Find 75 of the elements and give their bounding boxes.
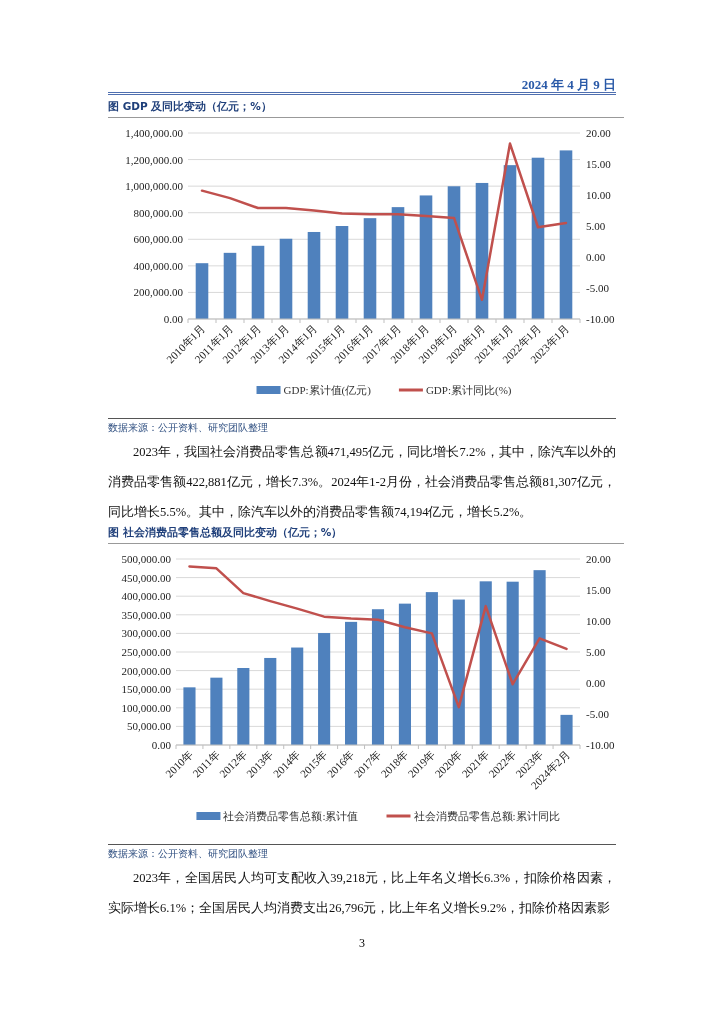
bar xyxy=(531,157,545,319)
legend-label: GDP:累计同比(%) xyxy=(425,384,512,397)
bar xyxy=(425,592,438,745)
y2-tick-label: 5.00 xyxy=(586,220,606,232)
legend-label: 社会消费品零售总额:累计值 xyxy=(223,810,359,822)
bar xyxy=(223,252,237,319)
y2-tick-label: 15.00 xyxy=(586,158,612,170)
bar xyxy=(533,570,546,745)
text: 2023年，我国社会消费品零售总额471,495亿元，同比增长7.2%，其中，除汽车以外的消费品零售额422,881亿元，增长7.3%。2024年1-2月份，社会消费品零售总额81,307亿元，同比增长5.5%。其中，除汽车以外的消费品零售额74,194亿元，增长5.2%。 xyxy=(108,445,616,519)
y-tick-label: 200,000.00 xyxy=(121,664,172,677)
y-tick-label: 450,000.00 xyxy=(121,571,172,584)
y-tick-label: 800,000.00 xyxy=(133,206,184,219)
bar xyxy=(371,609,385,745)
bar xyxy=(318,633,331,745)
y-tick-label: 0.00 xyxy=(163,313,184,325)
y-tick-label: 1,400,000.00 xyxy=(125,127,184,139)
bar xyxy=(506,581,519,745)
y-tick-label: 600,000.00 xyxy=(133,233,184,246)
y2-tick-label: 15.00 xyxy=(586,584,612,596)
text: 2024 年 4 月 9 日 xyxy=(521,76,616,94)
y2-tick-label: 10.00 xyxy=(586,615,612,627)
y2-tick-label: -5.00 xyxy=(586,708,610,720)
bar xyxy=(447,186,461,319)
y2-tick-label: 20.00 xyxy=(586,553,612,565)
y-tick-label: 1,000,000.00 xyxy=(125,180,184,193)
y-tick-label: 350,000.00 xyxy=(121,608,172,621)
y2-tick-label: 5.00 xyxy=(586,646,606,658)
bar xyxy=(237,668,250,745)
y-tick-label: 50,000.00 xyxy=(127,720,172,733)
bar xyxy=(291,647,304,745)
bar xyxy=(560,714,573,745)
y-tick-label: 100,000.00 xyxy=(121,701,172,714)
y2-tick-label: -10.00 xyxy=(586,739,615,751)
bar xyxy=(345,621,358,745)
source-note: 数据来源：公开资料、研究团队整理 xyxy=(108,418,616,435)
bar xyxy=(264,657,277,745)
y-tick-label: 150,000.00 xyxy=(121,683,172,696)
chart-title: 图 GDP 及同比变动（亿元；%） xyxy=(108,100,624,118)
y-tick-label: 400,000.00 xyxy=(121,590,172,603)
bar xyxy=(419,195,433,319)
y2-tick-label: 0.00 xyxy=(586,251,606,263)
y-tick-label: 500,000.00 xyxy=(121,553,172,565)
legend-label: 社会消费品零售总额:累计同比 xyxy=(413,810,560,822)
line-series xyxy=(188,565,568,709)
y2-tick-label: -10.00 xyxy=(586,313,615,325)
y2-tick-label: -5.00 xyxy=(586,282,610,294)
chart-title: 图 社会消费品零售总额及同比变动（亿元；%） xyxy=(108,526,624,544)
bar xyxy=(559,150,573,319)
bar xyxy=(391,207,405,319)
y-tick-label: 0.00 xyxy=(151,739,172,751)
y2-tick-label: 20.00 xyxy=(586,127,612,139)
bar xyxy=(363,218,377,319)
y-tick-label: 300,000.00 xyxy=(121,627,172,640)
y2-tick-label: 10.00 xyxy=(586,189,612,201)
bar xyxy=(183,687,196,745)
y2-tick-label: 0.00 xyxy=(586,677,606,689)
bar xyxy=(479,581,492,745)
y-tick-label: 250,000.00 xyxy=(121,646,172,658)
bar xyxy=(503,165,517,319)
y-tick-label: 400,000.00 xyxy=(133,259,184,272)
bar xyxy=(398,603,411,745)
bar xyxy=(452,599,465,745)
bar xyxy=(335,226,349,319)
text: 2023年，全国居民人均可支配收入39,218元，比上年名义增长6.3%，扣除价格因素，实际增长6.1%；全国居民人均消费支出26,796元，比上年名义增长9.2%，扣除价格因素影 xyxy=(108,871,616,915)
legend-label: GDP:累计值(亿元) xyxy=(283,384,372,397)
y-tick-label: 200,000.00 xyxy=(133,286,184,299)
bar xyxy=(210,677,223,745)
bar xyxy=(279,238,293,319)
text: 3 xyxy=(358,936,366,951)
source-note: 数据来源：公开资料、研究团队整理 xyxy=(108,844,616,861)
line-series xyxy=(200,142,568,302)
bar xyxy=(307,231,321,319)
y-tick-label: 1,200,000.00 xyxy=(125,153,184,166)
bar xyxy=(195,263,209,319)
bar xyxy=(251,245,265,319)
